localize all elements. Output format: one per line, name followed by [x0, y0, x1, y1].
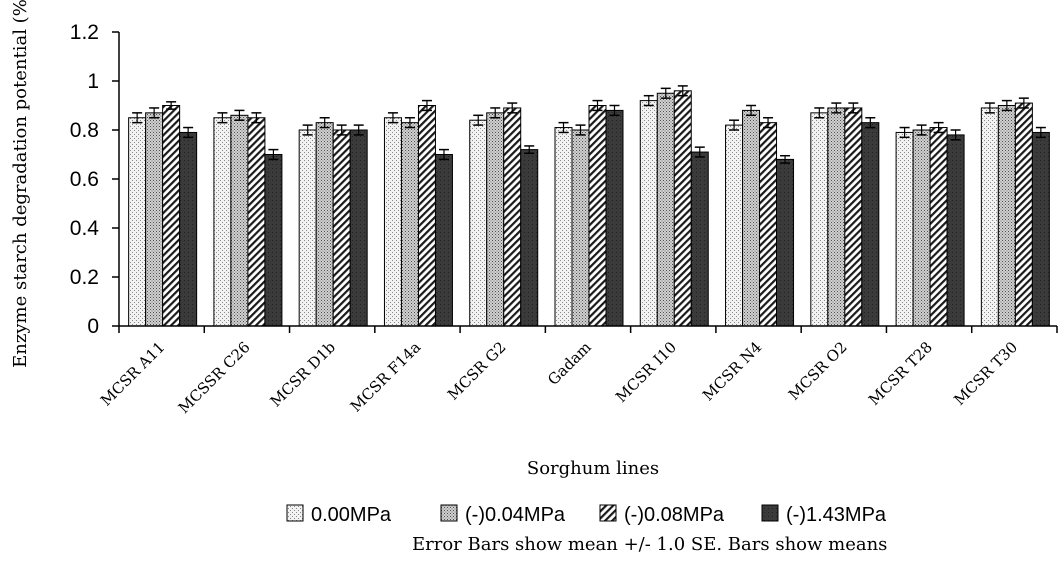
bar-1 [128, 117, 147, 327]
legend-label: (-)1.43MPa [786, 504, 887, 526]
bar-3 [332, 129, 351, 327]
bar-4 [861, 122, 880, 327]
y-tick-label: 0 [87, 315, 99, 338]
bar-3 [1014, 102, 1033, 327]
bar-3 [588, 105, 607, 327]
x-tick-label: MCSSR C26 [175, 338, 254, 417]
bar-1 [810, 112, 829, 327]
legend-swatch [761, 504, 779, 522]
legend-swatch [440, 504, 458, 522]
bar-1 [725, 124, 744, 327]
bar-3 [503, 107, 522, 327]
bar-1 [895, 131, 914, 327]
bar-2 [145, 112, 164, 327]
bar-4 [1031, 131, 1050, 327]
bar-3 [247, 117, 266, 327]
x-tick-label: Gadam [544, 338, 595, 389]
x-tick-label: MCSR O2 [785, 338, 851, 404]
legend: 0.00MPa (-)0.04MPa (-)0.08MPa (-)1.43MPa [286, 504, 887, 526]
legend-label: (-)0.04MPa [465, 504, 566, 526]
bar-3 [759, 122, 778, 327]
legend-swatch [599, 504, 617, 522]
legend-label: (-)0.08MPa [624, 504, 725, 526]
y-tick-label: 0.8 [70, 119, 99, 142]
x-tick-label: MCSR T30 [950, 338, 1021, 409]
bar-1 [213, 117, 232, 327]
y-axis-title: Enzyme starch degradation potential (%) [10, 0, 31, 368]
bar-2 [742, 109, 761, 327]
bar-4 [605, 109, 624, 327]
bar-4 [690, 151, 709, 327]
bar-4 [349, 129, 368, 327]
x-tick-label: MCSR N4 [699, 338, 765, 404]
x-tick-label: MCSR G2 [444, 338, 510, 404]
bar-1 [980, 107, 999, 327]
y-tick-label: 0.6 [70, 168, 99, 191]
bar-3 [162, 105, 181, 327]
bar-2 [912, 129, 931, 327]
error-bar-note: Error Bars show mean +/- 1.0 SE. Bars sh… [412, 534, 887, 555]
x-tick-label: MCSR T28 [865, 338, 936, 409]
bar-4 [520, 149, 539, 327]
bar-2 [997, 105, 1016, 327]
bar-1 [469, 119, 488, 327]
bar-2 [656, 92, 675, 327]
bar-2 [571, 129, 590, 327]
y-tick-label: 0.4 [70, 217, 100, 240]
bar-3 [929, 127, 948, 327]
y-tick-label: 1.2 [70, 21, 99, 44]
bar-2 [827, 107, 846, 327]
x-tick-label: MCSR F14a [347, 338, 425, 416]
bar-2 [315, 122, 334, 327]
bar-4 [776, 158, 795, 327]
legend-swatch [286, 504, 304, 522]
x-tick-label: MCSR A11 [97, 338, 168, 409]
x-tick-label: MCSR I10 [612, 338, 680, 406]
bar-4 [264, 154, 283, 327]
bar-3 [844, 107, 863, 327]
x-axis-title: Sorghum lines [527, 458, 659, 479]
legend-label: 0.00MPa [311, 504, 392, 526]
bar-2 [486, 112, 505, 327]
bar-2 [230, 114, 249, 327]
bar-1 [298, 129, 317, 327]
bar-3 [417, 105, 436, 327]
bar-3 [673, 90, 692, 327]
bar-2 [400, 122, 419, 327]
bar-4 [179, 131, 198, 327]
bar-4 [434, 154, 453, 327]
y-tick-label: 1 [87, 70, 99, 93]
bar-4 [946, 134, 965, 327]
x-tick-label: MCSR D1b [267, 338, 339, 410]
y-tick-label: 0.2 [70, 266, 99, 289]
bar-1 [554, 127, 573, 327]
bar-1 [383, 117, 402, 327]
bar-1 [639, 100, 658, 327]
